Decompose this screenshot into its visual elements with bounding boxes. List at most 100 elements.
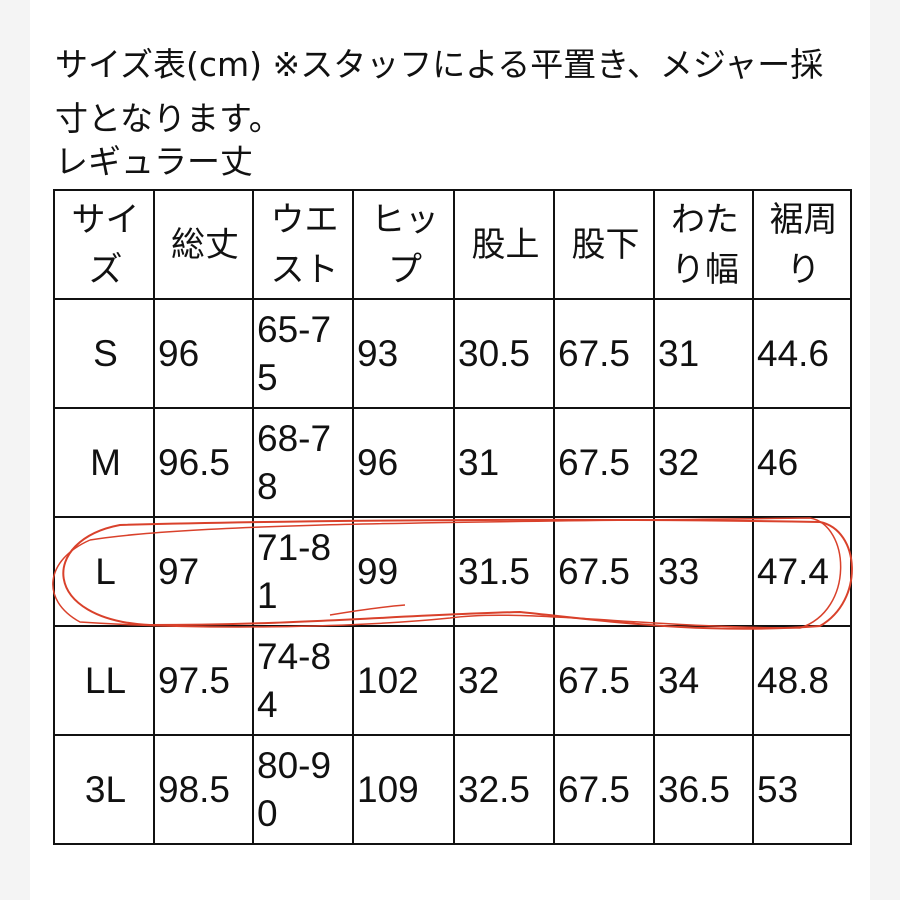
- size-label: LL: [84, 659, 127, 701]
- size-label: L: [95, 550, 116, 592]
- cell-value: 71-81: [257, 526, 332, 616]
- table-cell: 97: [153, 516, 254, 627]
- cell-value: 97: [158, 550, 200, 592]
- cell-value: 34: [658, 659, 700, 701]
- cell-value: 74-84: [257, 635, 332, 725]
- cell-value: 96.5: [158, 441, 231, 483]
- table-cell: 96: [352, 407, 455, 518]
- table-cell: 97.5: [153, 625, 254, 736]
- column-header: 股上: [453, 189, 555, 300]
- table-subtitle: レギュラー丈: [55, 142, 253, 181]
- column-header-label: わたり幅: [671, 199, 739, 290]
- table-header-row: サイズ 総丈 ウエスト ヒップ 股上 股下 わたり幅 裾周り: [53, 189, 852, 300]
- table-cell: 67.5: [553, 516, 655, 627]
- cell-value: 67.5: [558, 332, 631, 374]
- cell-value: 67.5: [558, 659, 631, 701]
- cell-value: 102: [357, 659, 419, 701]
- cell-value: 31.5: [458, 550, 531, 592]
- table-row: M 96.5 68-78 96 31 67.5 32 46: [53, 407, 852, 518]
- cell-value: 31: [658, 332, 700, 374]
- table-cell: 67.5: [553, 734, 655, 845]
- table-cell: 67.5: [553, 625, 655, 736]
- table-cell: 53: [752, 734, 852, 845]
- cell-value: 32: [658, 441, 700, 483]
- table-cell: S: [53, 298, 155, 409]
- table-cell: 98.5: [153, 734, 254, 845]
- table-cell: 80-90: [252, 734, 354, 845]
- column-header: サイズ: [53, 189, 155, 300]
- table-cell: 99: [352, 516, 455, 627]
- size-label: 3L: [84, 768, 127, 810]
- table-cell: 96.5: [153, 407, 254, 518]
- table-cell: 33: [653, 516, 754, 627]
- table-cell: 48.8: [752, 625, 852, 736]
- table-cell: 65-75: [252, 298, 354, 409]
- cell-value: 67.5: [558, 768, 631, 810]
- column-header: 股下: [553, 189, 655, 300]
- cell-value: 44.6: [757, 332, 830, 374]
- cell-value: 47.4: [757, 550, 830, 592]
- cell-value: 48.8: [757, 659, 830, 701]
- table-cell: 44.6: [752, 298, 852, 409]
- table-cell: LL: [53, 625, 155, 736]
- cell-value: 93: [357, 332, 399, 374]
- table-cell: 74-84: [252, 625, 354, 736]
- table-row: LL 97.5 74-84 102 32 67.5 34 48.8: [53, 625, 852, 736]
- column-header: ヒップ: [352, 189, 455, 300]
- size-table: サイズ 総丈 ウエスト ヒップ 股上 股下 わたり幅 裾周り S 96 65-75 93 30.5 67…: [53, 189, 852, 845]
- column-header: ウエスト: [252, 189, 354, 300]
- table-cell: 32.5: [453, 734, 555, 845]
- column-header-label: サイズ: [71, 199, 140, 290]
- cell-value: 96: [357, 441, 399, 483]
- table-cell: 32: [653, 407, 754, 518]
- table-cell: 32: [453, 625, 555, 736]
- table-cell: 68-78: [252, 407, 354, 518]
- table-cell: 31: [653, 298, 754, 409]
- table-cell: 31: [453, 407, 555, 518]
- table-cell: 31.5: [453, 516, 555, 627]
- cell-value: 67.5: [558, 441, 631, 483]
- column-header-label: 総丈: [171, 224, 239, 265]
- table-cell: 67.5: [553, 407, 655, 518]
- column-header-label: 股下: [571, 224, 640, 265]
- cell-value: 32.5: [458, 768, 531, 810]
- column-header-label: 裾周り: [769, 199, 838, 290]
- column-header: わたり幅: [653, 189, 754, 300]
- column-header-label: 股上: [471, 224, 540, 265]
- table-cell: 96: [153, 298, 254, 409]
- cell-value: 96: [158, 332, 200, 374]
- size-label: M: [90, 441, 121, 483]
- column-header-label: ヒップ: [371, 199, 439, 290]
- cell-value: 46: [757, 441, 799, 483]
- table-row: S 96 65-75 93 30.5 67.5 31 44.6: [53, 298, 852, 409]
- table-cell: 46: [752, 407, 852, 518]
- table-row: L 97 71-81 99 31.5 67.5 33 47.4: [53, 516, 852, 627]
- cell-value: 53: [757, 768, 799, 810]
- size-label: S: [93, 332, 118, 374]
- table-cell: 102: [352, 625, 455, 736]
- table-row: 3L 98.5 80-90 109 32.5 67.5 36.5 53: [53, 734, 852, 845]
- cell-value: 33: [658, 550, 700, 592]
- cell-value: 32: [458, 659, 500, 701]
- table-cell: 71-81: [252, 516, 354, 627]
- cell-value: 109: [357, 768, 419, 810]
- table-cell: 47.4: [752, 516, 852, 627]
- table-cell: 3L: [53, 734, 155, 845]
- cell-value: 65-75: [257, 308, 332, 398]
- table-cell: 34: [653, 625, 754, 736]
- cell-value: 97.5: [158, 659, 231, 701]
- cell-value: 67.5: [558, 550, 631, 592]
- cell-value: 68-78: [257, 417, 332, 507]
- column-header: 裾周り: [752, 189, 852, 300]
- cell-value: 98.5: [158, 768, 231, 810]
- table-cell: M: [53, 407, 155, 518]
- table-cell: 30.5: [453, 298, 555, 409]
- table-cell: 36.5: [653, 734, 754, 845]
- table-cell: 93: [352, 298, 455, 409]
- cell-value: 31: [458, 441, 500, 483]
- cell-value: 30.5: [458, 332, 531, 374]
- table-cell: 67.5: [553, 298, 655, 409]
- cell-value: 99: [357, 550, 399, 592]
- cell-value: 80-90: [257, 744, 332, 834]
- intro-text: サイズ表(cm) ※スタッフによる平置き、メジャー採寸となります。: [55, 45, 824, 138]
